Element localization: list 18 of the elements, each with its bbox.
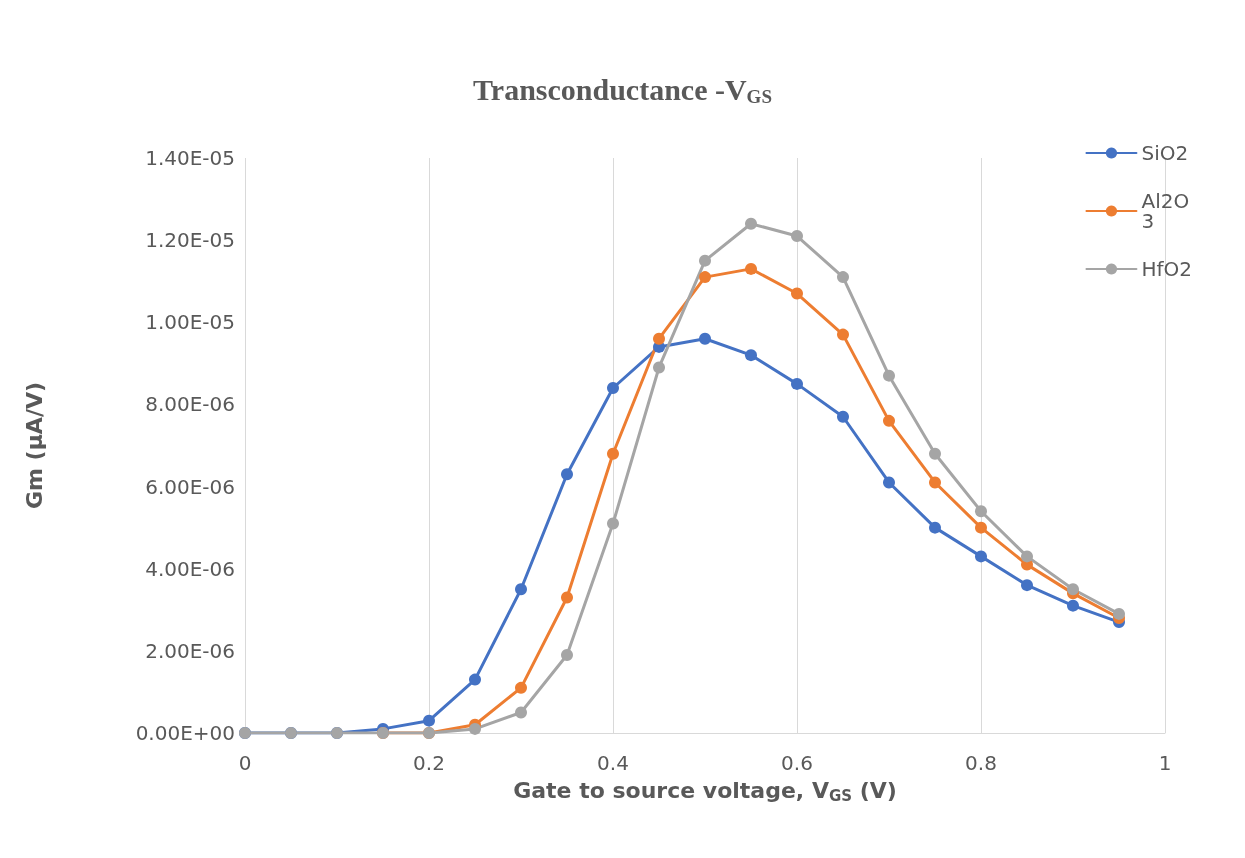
y-tick-label: 1.40E-05	[145, 146, 235, 170]
y-tick-label: 8.00E-06	[145, 392, 235, 417]
x-tick-label: 0.4	[597, 751, 629, 775]
legend-label: Al2O3	[1141, 189, 1190, 233]
legend-label: SiO2	[1141, 141, 1189, 165]
legend-label: HfO2	[1141, 257, 1192, 281]
y-axis-title: Gm (µA/V)	[21, 381, 47, 510]
y-tick-label: 2.00E-06	[145, 638, 235, 663]
x-tick-label: 0.8	[965, 751, 997, 775]
y-tick-label: 1.00E-05	[145, 310, 235, 335]
x-tick-label: 0.6	[781, 751, 813, 775]
y-tick-label: 4.00E-06	[145, 556, 235, 581]
x-tick-label: 1	[1158, 751, 1172, 775]
x-tick-label: 0.2	[413, 751, 445, 775]
x-tick-label: 0	[238, 751, 252, 775]
y-tick-label: 1.20E-05	[145, 228, 235, 253]
y-tick-label: 6.00E-06	[145, 474, 235, 499]
y-tick-label: 0.00E+00	[135, 721, 235, 745]
